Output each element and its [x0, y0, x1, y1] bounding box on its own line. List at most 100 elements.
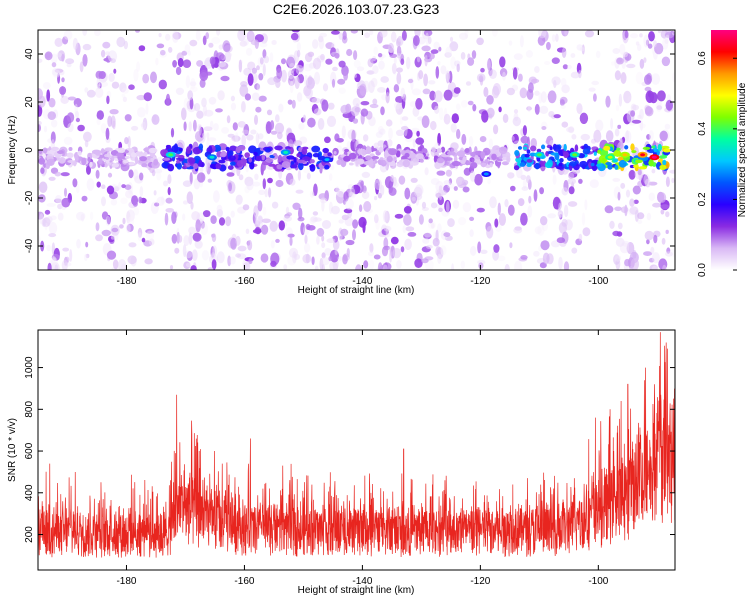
spectrogram-noise-cell: [558, 211, 562, 219]
spectrogram-noise-cell: [643, 34, 649, 48]
spectrogram-noise-cell: [437, 195, 444, 206]
spectrogram-noise-cell: [207, 137, 217, 142]
spectrogram-noise-cell: [611, 61, 615, 66]
spectrogram-noise-cell: [364, 32, 370, 39]
spectrogram-band-cell: [386, 155, 393, 163]
spectrogram-noise-cell: [303, 169, 311, 174]
spectrogram-noise-cell: [665, 251, 673, 257]
spectrogram-noise-cell: [237, 30, 246, 42]
spectrogram-noise-cell: [489, 196, 497, 209]
spectrogram-band-cell: [348, 152, 357, 160]
spectrogram-noise-cell: [344, 198, 354, 210]
spectrogram-noise-cell: [243, 67, 252, 76]
spectrogram-noise-cell: [626, 63, 636, 69]
snr-frame: [37, 329, 676, 571]
spectrogram-noise-cell: [86, 89, 96, 98]
spectrogram-noise-cell: [165, 93, 171, 106]
spectrogram-band-cell: [582, 148, 591, 155]
spectrogram-noise-cell: [612, 48, 621, 54]
spectrogram-noise-cell: [639, 58, 645, 69]
spectrogram-noise-cell: [361, 191, 370, 200]
spectrogram-band-cell: [415, 153, 424, 160]
spectrogram-noise-cell: [210, 252, 216, 261]
spectrogram-noise-cell: [443, 232, 451, 238]
spectrogram-noise-cell: [367, 58, 374, 68]
spectrogram-noise-cell: [615, 237, 625, 247]
spectrogram-noise-cell: [423, 30, 433, 37]
spectrogram-noise-cell: [270, 130, 278, 135]
spectrogram-noise-cell: [579, 47, 585, 52]
spectrogram-noise-cell: [74, 103, 78, 117]
spectrogram-noise-cell: [567, 201, 578, 207]
spectrogram-noise-cell: [96, 118, 101, 126]
spectrogram-noise-cell: [486, 107, 495, 119]
spectrogram-noise-cell: [421, 258, 429, 264]
spectrogram-noise-cell: [417, 146, 423, 153]
spectrogram-noise-cell: [314, 265, 319, 270]
spectrogram-noise-cell: [665, 176, 670, 188]
spectrogram-noise-cell: [434, 105, 440, 114]
spectrogram-noise-cell: [388, 47, 396, 54]
spectrogram-noise-cell: [564, 30, 568, 36]
spectrogram-noise-cell: [107, 50, 118, 63]
spectrogram-noise-cell: [369, 103, 379, 109]
spectrogram-noise-cell: [43, 125, 48, 133]
spectrogram-noise-cell: [567, 178, 576, 185]
spectrogram-noise-cell: [443, 180, 451, 186]
spectrogram-noise-cell: [373, 46, 379, 55]
spectrogram-noise-cell: [553, 114, 561, 119]
spectrogram-noise-cell: [397, 35, 403, 42]
spectrogram-band-cell: [605, 162, 612, 166]
spectrogram-noise-cell: [467, 100, 474, 106]
spectrogram-noise-cell: [665, 99, 673, 111]
spectrogram-noise-cell: [489, 69, 497, 79]
spectrogram-noise-cell: [320, 257, 330, 266]
spectrogram-noise-cell: [226, 172, 235, 177]
spectrogram-band-cell: [579, 160, 588, 168]
spectrogram-noise-cell: [421, 45, 431, 52]
spectrogram-noise-cell: [86, 164, 91, 175]
spectrogram-noise-cell: [464, 30, 469, 39]
spectrogram-noise-cell: [360, 108, 369, 117]
spectrogram-y-tick-label: 40: [24, 48, 35, 60]
spectrogram-noise-cell: [511, 136, 515, 141]
spectrogram-noise-cell: [247, 73, 254, 86]
spectrogram-noise-cell: [122, 217, 126, 225]
spectrogram-noise-cell: [228, 182, 233, 192]
spectrogram-noise-cell: [153, 169, 163, 174]
spectrogram-noise-cell: [295, 64, 304, 75]
spectrogram-noise-cell: [128, 84, 135, 90]
spectrogram-noise-cell: [262, 206, 267, 216]
spectrogram-hotspot-core: [168, 153, 174, 157]
spectrogram-noise-cell: [348, 191, 356, 199]
spectrogram-noise-cell: [199, 78, 206, 88]
spectrogram-noise-cell: [643, 57, 647, 63]
spectrogram-noise-cell: [188, 232, 193, 245]
spectrogram-noise-cell: [96, 77, 101, 90]
spectrogram-noise-cell: [669, 248, 675, 257]
spectrogram-noise-cell: [435, 204, 443, 209]
spectrogram-noise-cell: [258, 73, 264, 81]
spectrogram-noise-cell: [46, 202, 56, 207]
spectrogram-noise-cell: [349, 187, 356, 197]
spectrogram-band-cell: [648, 158, 654, 167]
spectrogram-noise-cell: [578, 233, 583, 242]
spectrogram-noise-cell: [207, 267, 214, 270]
spectrogram-noise-cell: [546, 41, 551, 51]
spectrogram-noise-cell: [312, 57, 322, 70]
spectrogram-noise-cell: [172, 32, 182, 40]
spectrogram-noise-cell: [131, 125, 139, 131]
spectrogram-noise-cell: [548, 111, 555, 118]
spectrogram-noise-cell: [476, 37, 484, 46]
spectrogram-noise-cell: [352, 118, 359, 124]
spectrogram-noise-cell: [468, 136, 474, 147]
spectrogram-noise-cell: [267, 177, 273, 184]
spectrogram-noise-cell: [267, 77, 277, 86]
spectrogram-noise-cell: [401, 116, 409, 121]
spectrogram-noise-cell: [94, 30, 101, 37]
spectrogram-noise-cell: [160, 49, 166, 56]
spectrogram-noise-cell: [46, 244, 51, 252]
spectrogram-noise-cell: [246, 30, 255, 42]
spectrogram-noise-cell: [534, 103, 540, 115]
